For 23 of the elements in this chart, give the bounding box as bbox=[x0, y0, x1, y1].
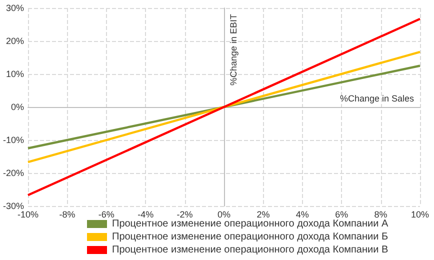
x-tick-label: -4% bbox=[138, 210, 154, 220]
x-tick-label: 8% bbox=[374, 210, 388, 220]
x-tick-label: 0% bbox=[217, 210, 231, 220]
legend-label: Процентное изменение операционного дохода Компании Б bbox=[112, 232, 388, 242]
y-tick-label: 20% bbox=[6, 36, 24, 46]
x-tick-label: -6% bbox=[98, 210, 114, 220]
y-tick-label: 10% bbox=[6, 69, 24, 79]
y-tick-label: 30% bbox=[6, 3, 24, 13]
x-tick-label: 4% bbox=[296, 210, 309, 220]
y-tick-label: -20% bbox=[2, 168, 24, 178]
y-tick-label: -30% bbox=[2, 201, 24, 211]
x-tick-label: -10% bbox=[18, 210, 39, 220]
legend-label: Процентное изменение операционного дохода Компании В bbox=[112, 244, 388, 256]
x-tick-label: 10% bbox=[410, 210, 430, 220]
x-tick-label: -2% bbox=[176, 210, 193, 220]
x-tick-label: 6% bbox=[335, 210, 348, 220]
y-tick-label: 0% bbox=[10, 102, 24, 112]
y-axis-title: %Change in EBIT bbox=[228, 14, 239, 86]
y-tick-label: -10% bbox=[2, 135, 24, 145]
legend-label: Процентное изменение операционного дохода Компании А bbox=[112, 218, 388, 230]
x-tick-label: -8% bbox=[59, 210, 76, 220]
x-tick-label: 2% bbox=[256, 210, 270, 220]
x-axis-title: %Change in Sales bbox=[340, 94, 414, 104]
